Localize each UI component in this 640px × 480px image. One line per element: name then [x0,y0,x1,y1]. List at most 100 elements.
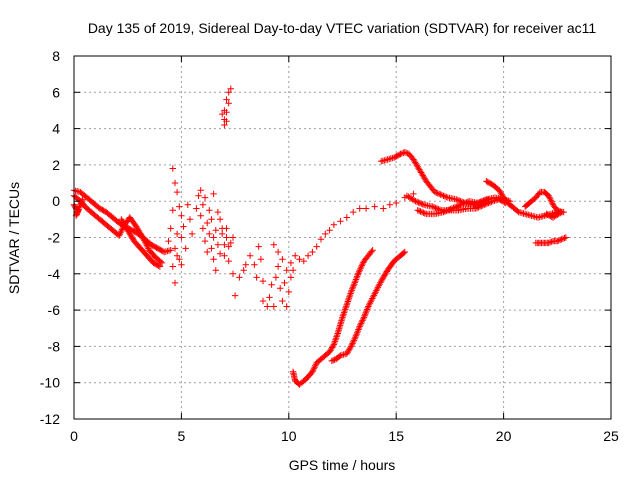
data-point [178,261,185,268]
data-point [401,149,408,156]
data-point [221,241,228,248]
data-point [382,271,389,278]
data-point [287,259,295,267]
data-point [332,335,340,342]
data-point [326,227,333,234]
data-point [477,198,484,205]
data-point [123,225,131,233]
data-point [562,234,570,241]
data-point [133,224,141,232]
data-point [178,234,185,241]
data-point [122,224,130,231]
data-point [348,341,355,349]
data-point [212,267,219,274]
data-point [382,269,390,277]
data-point [448,205,456,212]
data-point [378,277,385,285]
data-point [236,274,243,281]
data-point [400,249,407,257]
data-point [418,200,425,207]
data-point [418,208,426,216]
data-point [370,292,378,299]
data-point [328,357,335,365]
data-point [545,192,552,199]
data-point [544,211,551,218]
data-point [125,228,132,235]
data-point [475,204,482,211]
data-point [356,267,363,274]
data-point [363,306,371,313]
data-point [253,274,260,281]
data-point [357,320,365,327]
data-point [219,225,226,232]
data-point [208,245,215,252]
data-point [349,284,357,291]
data-point [277,285,284,292]
x-tick-label: 25 [603,428,619,444]
data-point [546,194,553,201]
data-point [173,188,181,196]
data-point [354,271,361,278]
data-point [340,311,347,318]
data-point [122,223,129,230]
data-point [127,232,135,239]
data-point [354,273,361,280]
y-tick-label: -2 [48,230,61,246]
data-point [356,205,363,212]
data-point [272,274,280,281]
data-point [433,189,440,196]
data-point [361,312,368,319]
data-point [414,207,421,214]
data-point [317,236,325,243]
data-point [216,216,224,223]
data-point [126,231,134,238]
data-point [358,262,365,269]
data-point [362,205,370,212]
data-point [259,277,267,285]
grid [74,56,611,419]
data-point [330,357,337,364]
y-tick-label: 2 [52,157,60,173]
data-point [210,190,217,198]
x-tick-label: 0 [70,428,78,444]
data-point [350,337,358,344]
data-point [313,243,320,250]
data-point [118,227,125,235]
data-point [376,281,383,288]
data-point [362,311,369,318]
series-cluster_6h [193,187,237,274]
data-point [514,207,521,215]
data-point [358,318,365,326]
data-point [398,150,406,157]
data-point [372,289,379,296]
data-point [221,252,228,259]
data-point [352,276,360,283]
data-point [229,270,237,277]
data-point [279,297,286,305]
data-point [136,228,143,236]
data-point [124,227,131,234]
data-point [347,343,355,350]
data-point [171,245,179,252]
data-point [350,282,357,289]
data-point [474,199,481,207]
y-tick-label: 6 [52,84,60,100]
data-point [138,232,146,240]
data-point [377,279,384,286]
data-point [210,234,217,241]
series-bump_21h [521,188,565,221]
data-point [78,198,85,206]
data-point [283,303,290,310]
data-point [311,364,318,371]
data-point [242,261,249,268]
data-point [143,242,150,249]
series-cluster_5h [165,165,196,287]
data-point [378,276,386,283]
data-point [137,231,145,238]
data-point [356,323,363,330]
data-point [121,221,128,228]
data-point [115,232,123,239]
data-point [176,203,183,210]
y-tick-label: -4 [48,266,61,282]
data-point [476,203,484,210]
